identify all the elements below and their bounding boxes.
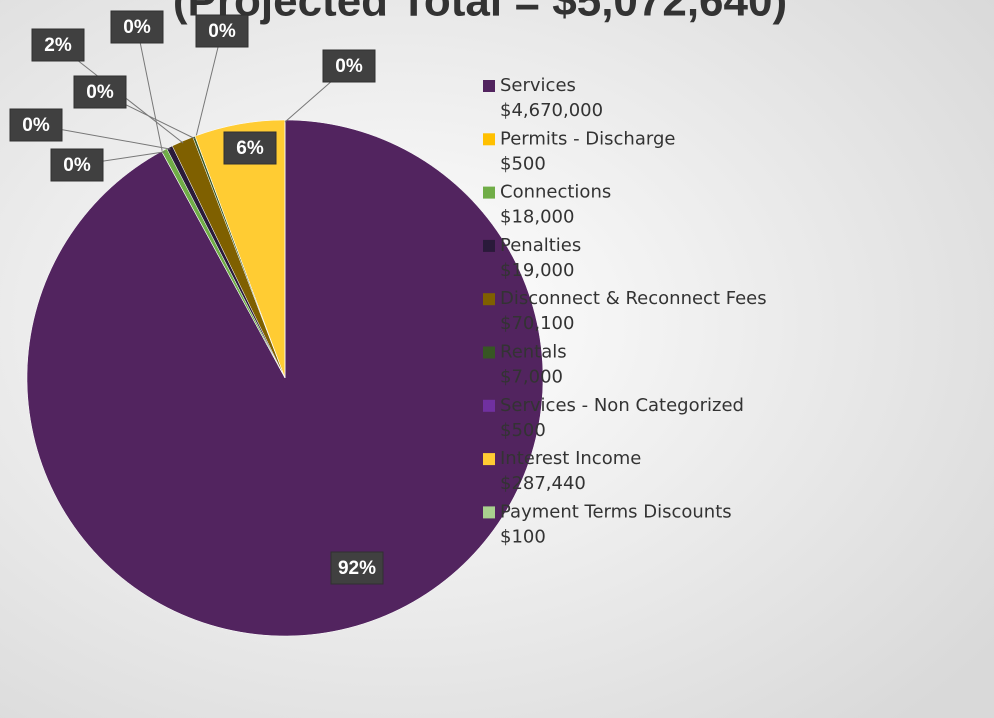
legend-label: Interest Income [500, 448, 641, 469]
legend-swatch [483, 239, 495, 252]
label-box [9, 108, 63, 142]
legend-swatch [483, 133, 495, 146]
label-box [330, 551, 384, 585]
data-label: 92% [338, 558, 376, 579]
label-box [223, 131, 277, 165]
leader-line [195, 30, 223, 139]
legend-value: $18,000 [500, 207, 574, 228]
legend-swatch [483, 293, 495, 306]
data-label: 0% [123, 17, 151, 38]
legend-swatch [483, 186, 495, 199]
legend-value: $100 [500, 526, 546, 547]
label-box [31, 28, 85, 62]
data-label: 0% [63, 155, 91, 176]
label-box [322, 49, 376, 83]
data-label: 2% [44, 35, 72, 56]
data-label: 6% [236, 138, 264, 159]
label-box [73, 75, 127, 109]
legend-label: Payment Terms Discounts [500, 501, 732, 522]
data-label: 0% [208, 21, 236, 42]
legend-value: $7,000 [500, 367, 563, 388]
legend-value: $500 [500, 153, 546, 174]
legend-label: Services [500, 75, 576, 96]
legend-swatch [483, 399, 495, 412]
label-box [195, 14, 249, 48]
label-box [50, 148, 104, 182]
legend-value: $4,670,000 [500, 100, 603, 121]
legend-label: Services - Non Categorized [500, 395, 744, 416]
legend-swatch [483, 80, 495, 92]
data-label: 0% [22, 115, 50, 136]
legend-label: Disconnect & Reconnect Fees [500, 288, 767, 309]
label-box [110, 10, 164, 44]
legend-label: Rentals [500, 342, 567, 363]
legend-label: Connections [500, 182, 611, 203]
chart-title: (Projected Total = $5,072,640) [173, 0, 787, 26]
legend-swatch [483, 453, 495, 466]
legend-swatch [483, 346, 495, 359]
legend-value: $70,100 [500, 313, 574, 334]
legend-swatch [483, 506, 495, 519]
legend-label: Permits - Discharge [500, 128, 675, 149]
leader-line [136, 26, 164, 154]
data-label: 0% [86, 82, 114, 103]
legend-value: $500 [500, 420, 546, 441]
legend-value: $19,000 [500, 260, 574, 281]
legend-label: Penalties [500, 235, 581, 256]
legend-value: $287,440 [500, 473, 586, 494]
data-label: 0% [335, 56, 363, 77]
